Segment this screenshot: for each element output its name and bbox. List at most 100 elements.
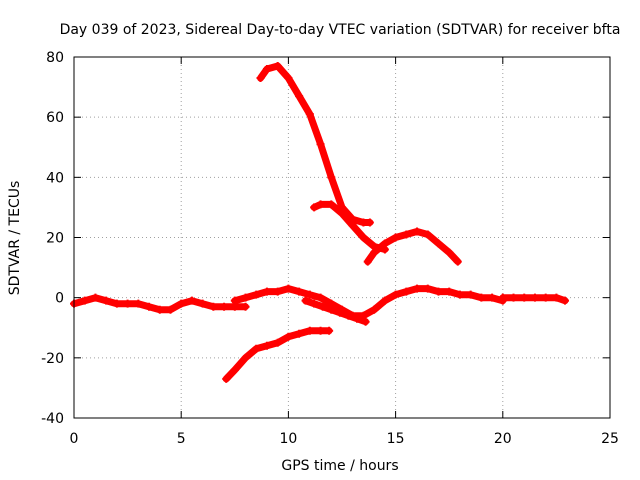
data-point bbox=[310, 203, 319, 212]
series-trace-dip bbox=[301, 296, 370, 326]
data-point bbox=[498, 293, 507, 302]
data-point bbox=[391, 290, 400, 299]
x-tick-label: 10 bbox=[279, 431, 297, 447]
data-point bbox=[301, 296, 310, 305]
data-point bbox=[327, 305, 336, 314]
data-point bbox=[413, 227, 422, 236]
series-layer bbox=[70, 62, 569, 383]
data-point bbox=[252, 290, 261, 299]
data-point bbox=[220, 302, 229, 311]
data-point bbox=[305, 110, 314, 119]
data-point bbox=[453, 257, 462, 266]
data-point bbox=[230, 296, 239, 305]
data-point bbox=[222, 374, 231, 383]
y-tick-label: 60 bbox=[46, 110, 64, 126]
x-tick-label: 25 bbox=[601, 431, 619, 447]
data-point bbox=[359, 233, 368, 242]
data-point bbox=[91, 293, 100, 302]
series-line-trace-late bbox=[364, 228, 462, 266]
data-point bbox=[327, 173, 336, 182]
x-tick-label: 20 bbox=[494, 431, 512, 447]
data-point bbox=[477, 293, 486, 302]
data-point bbox=[305, 290, 314, 299]
chart-title: Day 039 of 2023, Sidereal Day-to-day VTE… bbox=[60, 22, 621, 38]
data-point bbox=[560, 296, 569, 305]
data-point bbox=[310, 299, 319, 308]
data-point bbox=[284, 74, 293, 83]
data-point bbox=[262, 287, 271, 296]
data-point bbox=[102, 296, 111, 305]
data-point bbox=[466, 290, 475, 299]
data-point bbox=[295, 329, 304, 338]
data-point bbox=[434, 287, 443, 296]
data-point bbox=[318, 302, 327, 311]
data-point bbox=[445, 287, 454, 296]
data-point bbox=[325, 326, 334, 335]
data-point bbox=[338, 209, 346, 218]
x-tick-label: 15 bbox=[387, 431, 405, 447]
data-point bbox=[80, 296, 89, 305]
data-point bbox=[123, 299, 132, 308]
x-tick-label: 0 bbox=[70, 431, 79, 447]
data-point bbox=[262, 65, 271, 74]
data-point bbox=[241, 302, 250, 311]
data-point bbox=[363, 257, 372, 266]
data-point bbox=[155, 305, 164, 314]
data-point bbox=[305, 326, 314, 335]
data-point bbox=[380, 239, 389, 248]
data-point bbox=[316, 326, 325, 335]
data-point bbox=[187, 296, 196, 305]
data-point bbox=[348, 221, 357, 230]
data-point bbox=[230, 365, 239, 374]
data-point bbox=[361, 317, 370, 326]
data-point bbox=[541, 293, 550, 302]
data-point bbox=[509, 293, 518, 302]
data-point bbox=[455, 290, 464, 299]
y-tick-label: -40 bbox=[41, 411, 64, 427]
data-point bbox=[413, 284, 422, 293]
data-point bbox=[295, 287, 304, 296]
series-trace-midday bbox=[230, 284, 507, 320]
data-point bbox=[284, 332, 293, 341]
data-point bbox=[241, 293, 250, 302]
data-point bbox=[365, 218, 374, 227]
data-point bbox=[256, 74, 265, 83]
y-axis-label: SDTVAR / TECUs bbox=[7, 181, 23, 296]
data-point bbox=[134, 299, 143, 308]
data-point bbox=[241, 353, 250, 362]
data-point bbox=[252, 344, 261, 353]
data-point bbox=[423, 230, 432, 239]
x-tick-label: 5 bbox=[177, 431, 186, 447]
data-point bbox=[391, 233, 400, 242]
data-point bbox=[262, 341, 271, 350]
data-point bbox=[145, 302, 154, 311]
data-point bbox=[295, 92, 304, 101]
data-point bbox=[370, 248, 379, 257]
y-tick-label: 0 bbox=[55, 291, 64, 307]
data-point bbox=[520, 293, 529, 302]
data-point bbox=[166, 305, 175, 314]
data-point bbox=[344, 311, 353, 320]
tick-layer: 0 5 10 15 20 25 -40 -20 0 20 40 60 80 bbox=[41, 50, 619, 447]
data-point bbox=[273, 287, 282, 296]
data-point bbox=[209, 302, 218, 311]
data-point bbox=[316, 200, 325, 209]
data-point bbox=[402, 230, 411, 239]
data-point bbox=[335, 308, 344, 317]
data-point bbox=[177, 299, 186, 308]
data-point bbox=[488, 293, 497, 302]
data-point bbox=[530, 293, 539, 302]
data-point bbox=[327, 200, 336, 209]
x-axis-label: GPS time / hours bbox=[281, 458, 398, 474]
data-point bbox=[445, 248, 454, 257]
data-point bbox=[552, 293, 561, 302]
data-point bbox=[370, 305, 379, 314]
data-point bbox=[198, 299, 207, 308]
data-point bbox=[273, 62, 282, 71]
y-tick-label: 80 bbox=[46, 50, 64, 66]
data-point bbox=[316, 293, 325, 302]
series-trace-peak bbox=[256, 62, 374, 227]
data-point bbox=[273, 338, 282, 347]
y-tick-label: -20 bbox=[41, 351, 64, 367]
